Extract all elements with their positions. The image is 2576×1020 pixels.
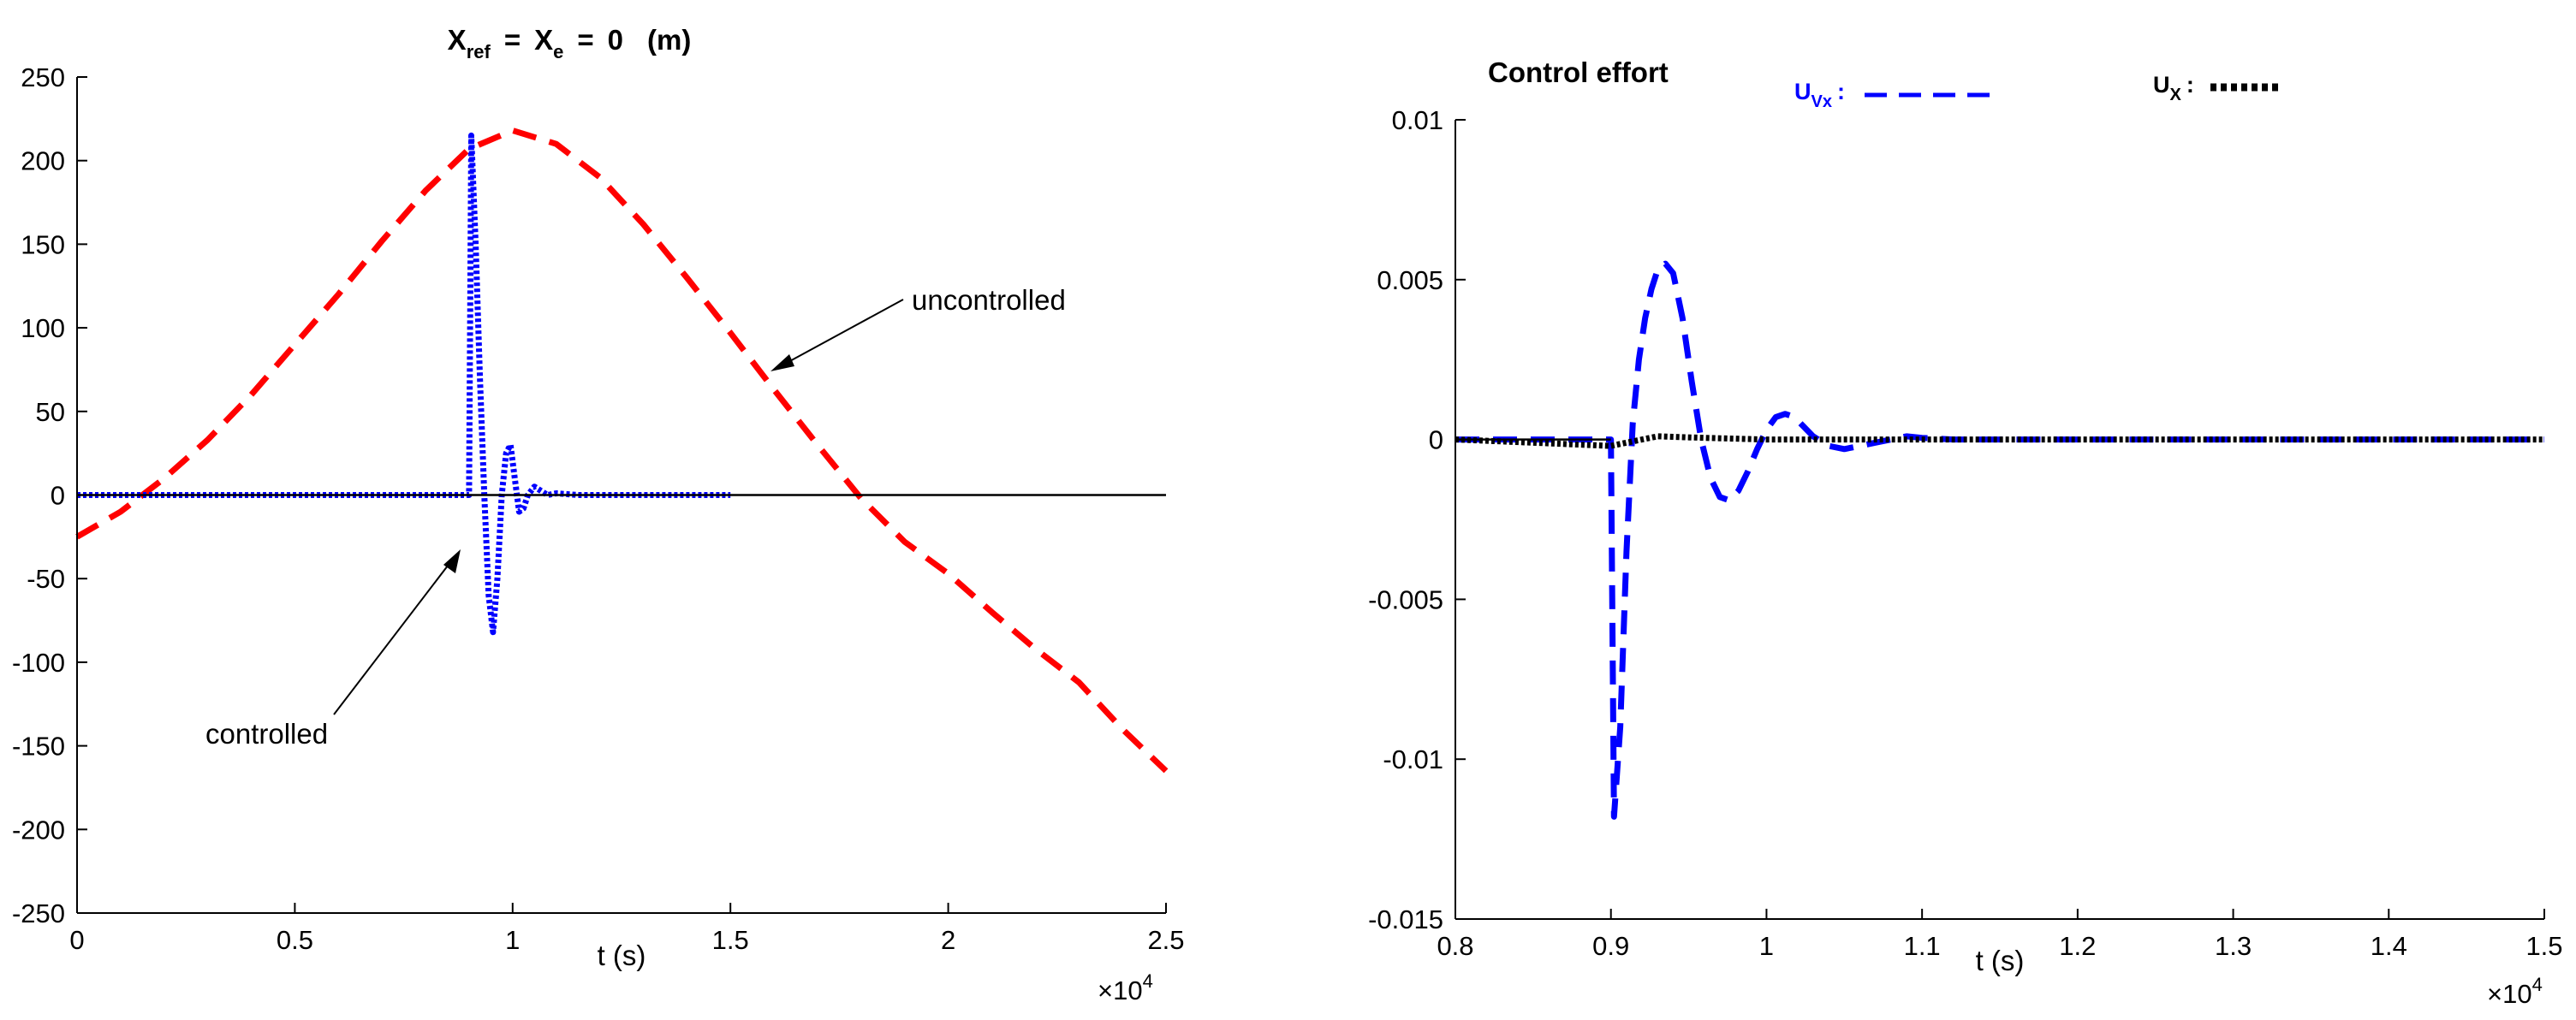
left-y-tick-label: -50 bbox=[27, 564, 65, 594]
legend-ux-label: UX: bbox=[2153, 72, 2194, 104]
right-legend: UVx: UX: bbox=[1794, 72, 2281, 111]
left-x-tick-label: 1.5 bbox=[712, 925, 749, 955]
right-x-tick-label: 1.2 bbox=[2059, 931, 2096, 961]
controlled-label: controlled bbox=[205, 718, 328, 750]
right-chart-title: Control effort bbox=[1488, 56, 1669, 88]
left-series-dashed-0 bbox=[75, 128, 1169, 774]
right-x-ticks: 0.8 0.9 1 1.1 1.2 1.3 1.4 1.5 bbox=[1437, 909, 2563, 961]
left-x-tick-label: 2 bbox=[941, 925, 955, 955]
left-x-ticks: 0 0.5 1 1.5 2 2.5 bbox=[69, 903, 1185, 955]
left-y-tick-label: -100 bbox=[12, 648, 65, 678]
right-x-tick-label: 1.5 bbox=[2525, 931, 2562, 961]
left-x-tick-label: 0.5 bbox=[277, 925, 313, 955]
right-x-tick-label: 1.4 bbox=[2371, 931, 2407, 961]
left-chart: Xref = Xe = 0 (m) 0 0.5 1 1.5 2 2.5 -250 -200 -150 -1… bbox=[12, 24, 1185, 1005]
right-x-tick-label: 0.9 bbox=[1592, 931, 1629, 961]
controlled-arrow bbox=[333, 554, 457, 715]
left-x-axis-label: t (s) bbox=[598, 940, 646, 971]
right-y-tick-label: 0.005 bbox=[1377, 265, 1443, 295]
legend-uvx-label: UVx: bbox=[1794, 79, 1845, 111]
left-y-tick-label: 250 bbox=[21, 62, 65, 92]
right-chart: Control effort UVx: UX: 0.8 0.9 1 1.1 1.2 1.3… bbox=[1368, 56, 2562, 1009]
left-series-dotted-1 bbox=[77, 132, 731, 636]
left-x-multiplier: ×104 bbox=[1098, 970, 1153, 1005]
uncontrolled-annotation: uncontrolled bbox=[770, 284, 1066, 371]
left-y-tick-label: -150 bbox=[12, 732, 65, 762]
right-y-tick-label: -0.005 bbox=[1368, 584, 1443, 614]
controlled-annotation: controlled bbox=[205, 549, 461, 750]
right-x-tick-label: 0.8 bbox=[1437, 931, 1473, 961]
right-x-tick-label: 1.3 bbox=[2215, 931, 2252, 961]
uncontrolled-arrow bbox=[776, 299, 904, 369]
left-x-tick-label: 0 bbox=[69, 925, 84, 955]
right-x-tick-label: 1 bbox=[1759, 931, 1774, 961]
right-y-tick-label: 0 bbox=[1429, 425, 1443, 455]
left-y-tick-label: 0 bbox=[51, 481, 65, 511]
right-x-tick-label: 1.1 bbox=[1904, 931, 1941, 961]
left-y-tick-label: 100 bbox=[21, 313, 65, 343]
left-y-tick-label: -200 bbox=[12, 815, 65, 845]
uncontrolled-label: uncontrolled bbox=[912, 284, 1066, 316]
uncontrolled-arrowhead bbox=[770, 354, 794, 371]
right-y-tick-label: 0.01 bbox=[1392, 105, 1443, 135]
left-x-tick-label: 2.5 bbox=[1147, 925, 1184, 955]
controlled-arrowhead bbox=[443, 549, 461, 573]
right-series-dashed-0 bbox=[1455, 260, 2544, 820]
right-series-dotted-1 bbox=[1455, 433, 2544, 449]
right-x-axis-label: t (s) bbox=[1976, 945, 2025, 976]
left-y-tick-label: 50 bbox=[36, 397, 65, 427]
left-plot-area bbox=[75, 128, 1169, 774]
right-y-ticks: -0.015 -0.01 -0.005 0 0.005 0.01 bbox=[1368, 105, 1466, 934]
right-y-tick-label: -0.01 bbox=[1383, 744, 1443, 774]
right-y-tick-label: -0.015 bbox=[1368, 904, 1443, 934]
left-y-tick-label: 150 bbox=[21, 229, 65, 259]
right-x-multiplier: ×104 bbox=[2487, 974, 2543, 1009]
left-y-ticks: -250 -200 -150 -100 -50 0 50 100 150 200 250 bbox=[12, 62, 87, 928]
left-y-tick-label: 200 bbox=[21, 146, 65, 176]
left-y-tick-label: -250 bbox=[12, 898, 65, 928]
right-plot-area bbox=[1455, 260, 2544, 820]
left-chart-title: Xref = Xe = 0 (m) bbox=[448, 24, 692, 62]
left-x-tick-label: 1 bbox=[505, 925, 520, 955]
